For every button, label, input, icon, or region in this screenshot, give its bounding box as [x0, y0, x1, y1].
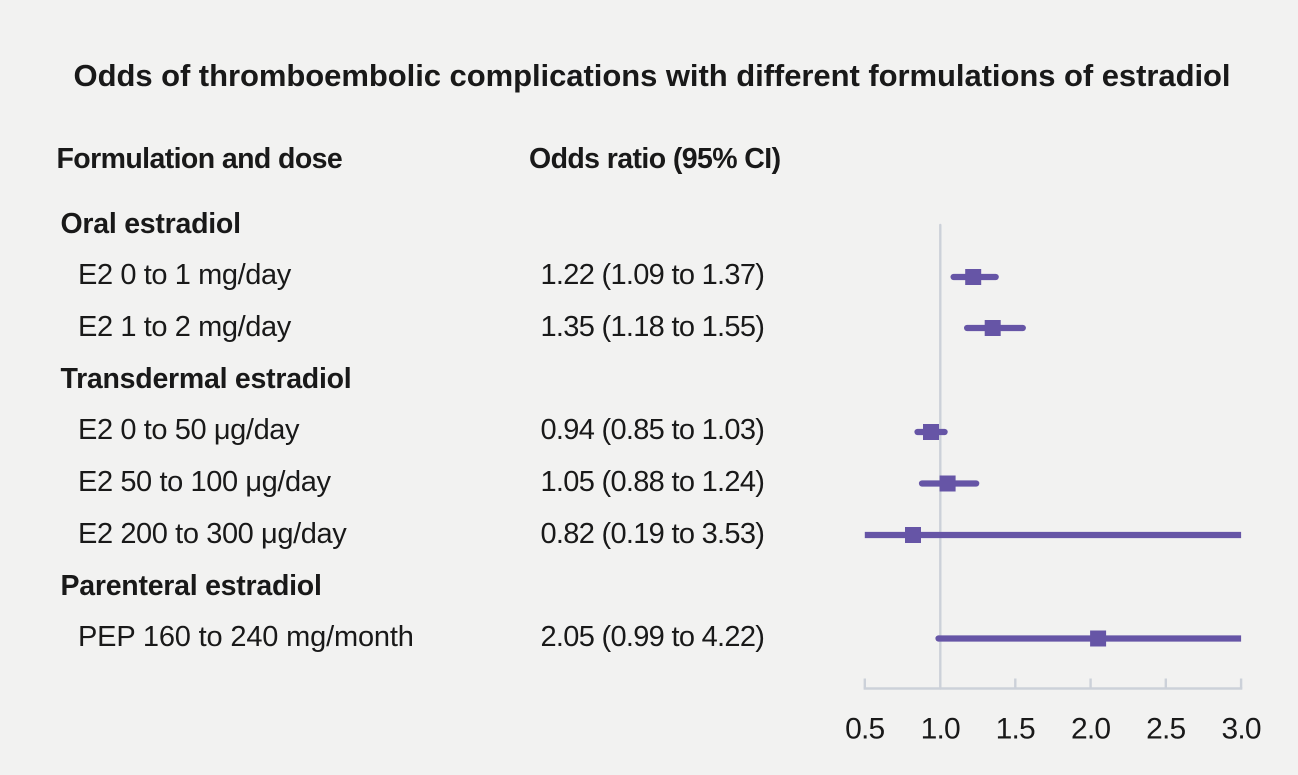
svg-text:2.5: 2.5: [1146, 713, 1185, 746]
svg-text:2.0: 2.0: [1071, 713, 1110, 746]
svg-text:0.5: 0.5: [845, 713, 884, 746]
svg-text:1.0: 1.0: [921, 713, 960, 746]
svg-text:3.0: 3.0: [1221, 713, 1260, 746]
svg-text:1.5: 1.5: [996, 713, 1035, 746]
